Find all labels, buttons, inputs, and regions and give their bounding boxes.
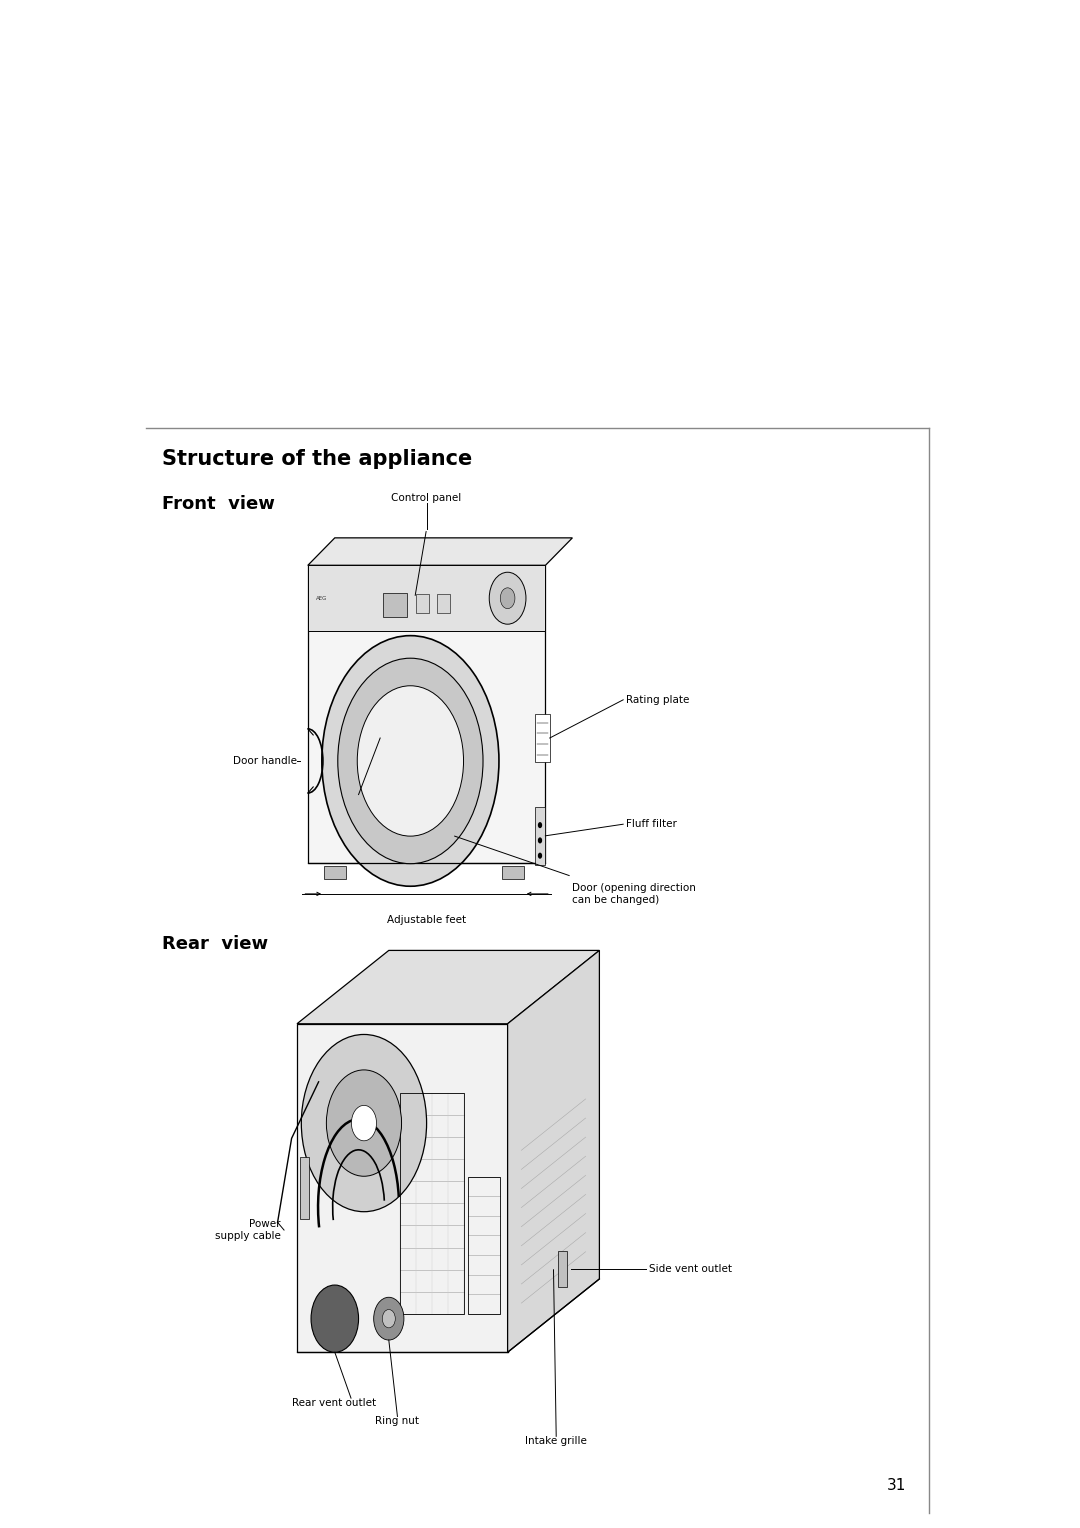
Bar <box>383 593 407 617</box>
Text: Power
supply cable: Power supply cable <box>215 1219 281 1241</box>
Text: AEG: AEG <box>316 596 328 601</box>
Circle shape <box>538 853 542 859</box>
Polygon shape <box>308 538 572 565</box>
Polygon shape <box>508 950 599 1352</box>
Text: Door handle: Door handle <box>233 756 297 766</box>
Text: Control panel: Control panel <box>391 492 462 503</box>
Text: Rating plate: Rating plate <box>626 695 690 704</box>
Bar <box>535 807 545 865</box>
Circle shape <box>311 1285 359 1352</box>
Text: Front  view: Front view <box>162 495 275 513</box>
Circle shape <box>351 1105 377 1141</box>
Circle shape <box>500 588 515 608</box>
Circle shape <box>322 636 499 886</box>
Circle shape <box>301 1034 427 1212</box>
Circle shape <box>357 686 463 836</box>
Polygon shape <box>308 565 545 863</box>
Text: Intake grille: Intake grille <box>525 1436 588 1447</box>
Bar <box>400 1093 464 1314</box>
Text: Ring nut: Ring nut <box>376 1416 419 1427</box>
Bar <box>558 1250 567 1287</box>
Polygon shape <box>297 1024 508 1352</box>
Bar <box>502 866 524 879</box>
Bar <box>535 714 550 762</box>
Circle shape <box>489 571 526 623</box>
Bar <box>468 1177 500 1314</box>
Text: Fluff filter: Fluff filter <box>626 819 677 830</box>
Text: Side vent outlet: Side vent outlet <box>649 1264 732 1274</box>
Polygon shape <box>297 950 599 1024</box>
Circle shape <box>538 822 542 828</box>
Polygon shape <box>308 565 545 631</box>
Circle shape <box>326 1070 402 1177</box>
Text: Structure of the appliance: Structure of the appliance <box>162 449 472 469</box>
Bar <box>416 594 429 613</box>
Bar <box>437 594 450 613</box>
Circle shape <box>538 837 542 843</box>
Text: Rear vent outlet: Rear vent outlet <box>292 1398 376 1409</box>
Text: Door (opening direction
can be changed): Door (opening direction can be changed) <box>572 883 697 905</box>
Bar <box>324 866 346 879</box>
Circle shape <box>374 1297 404 1340</box>
Bar <box>300 1158 309 1219</box>
Text: Adjustable feet: Adjustable feet <box>387 915 467 926</box>
Circle shape <box>382 1309 395 1328</box>
Text: Rear  view: Rear view <box>162 935 268 953</box>
Text: 31: 31 <box>887 1478 906 1493</box>
Circle shape <box>338 659 483 863</box>
